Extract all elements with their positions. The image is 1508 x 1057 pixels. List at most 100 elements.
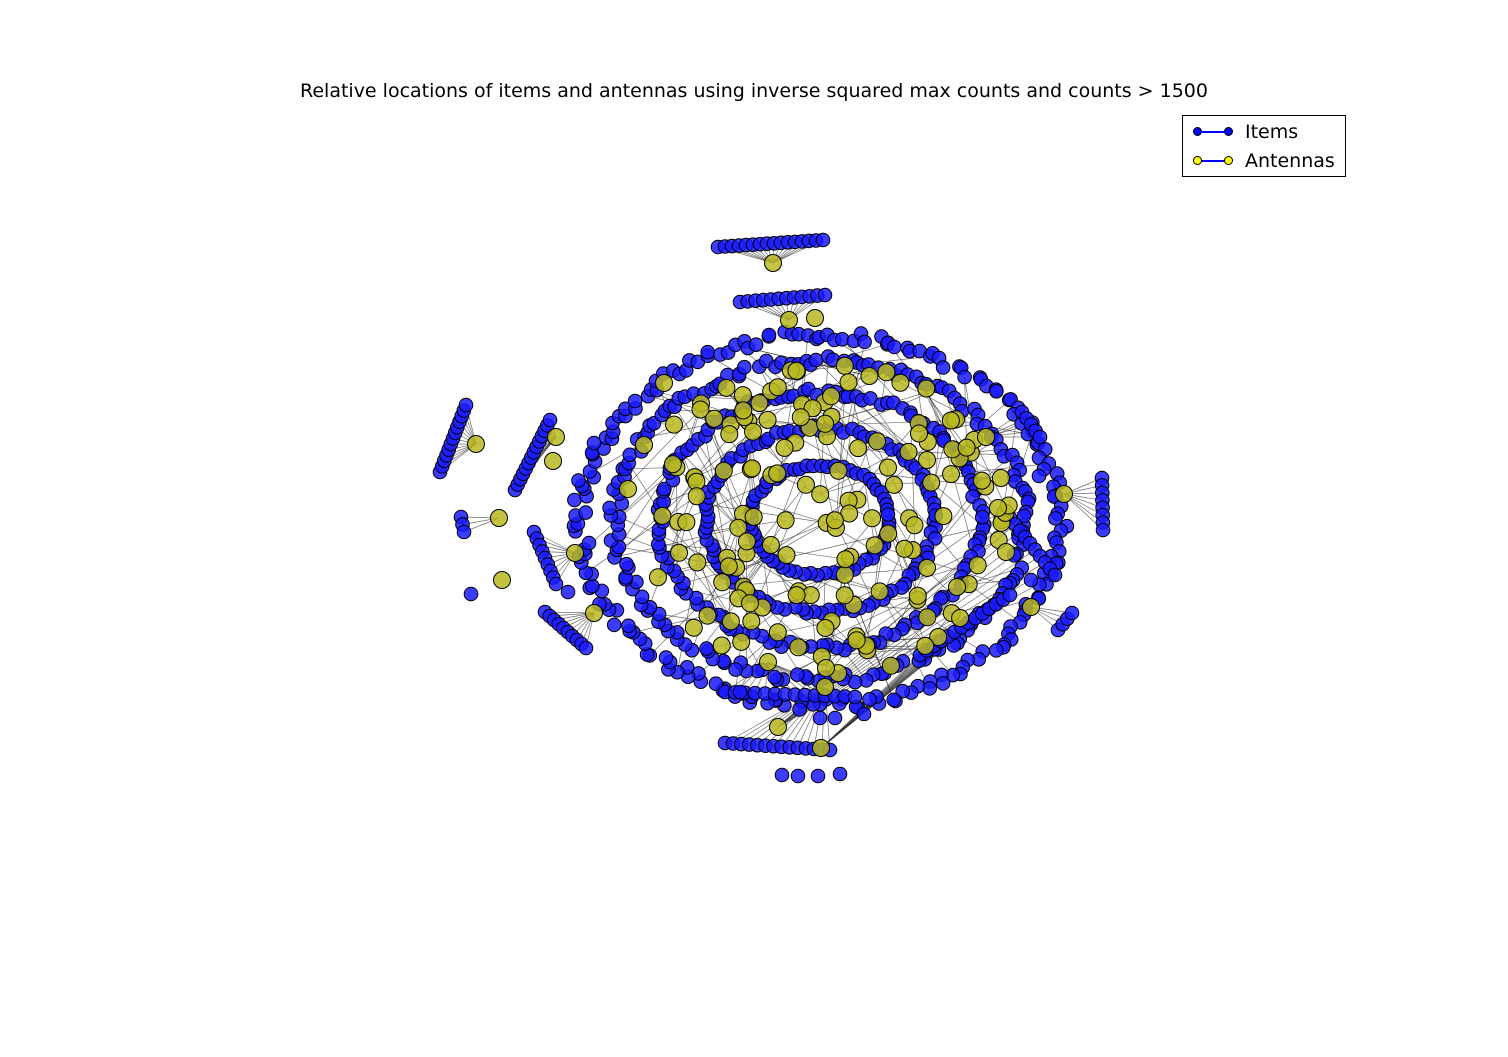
antenna-node [1022, 598, 1040, 616]
item-node [767, 669, 782, 685]
antenna-node [585, 604, 603, 622]
antenna-node [733, 386, 752, 405]
item-node [458, 397, 474, 413]
antenna-node [787, 586, 806, 605]
item-node [602, 500, 617, 516]
antenna-node [847, 631, 866, 650]
edge [770, 468, 800, 546]
antenna-node [758, 410, 777, 429]
item-node [886, 692, 902, 708]
item-node [581, 535, 597, 551]
items-marker-icon [1191, 121, 1235, 143]
edge [900, 382, 986, 427]
antenna-node [787, 361, 806, 380]
antenna-node [895, 539, 914, 558]
antenna-node [816, 619, 835, 637]
edge [879, 591, 931, 689]
item-node [856, 706, 872, 722]
antenna-node [835, 586, 854, 605]
antenna-node [670, 543, 688, 562]
antenna-node [941, 411, 960, 430]
item-node [761, 327, 777, 343]
item-node [578, 505, 594, 520]
legend-label-items: Items [1245, 121, 1299, 143]
antenna-node [879, 524, 898, 543]
item-node [1064, 605, 1080, 621]
antenna-node [734, 401, 753, 420]
antenna-node [742, 612, 761, 631]
item-node [832, 766, 848, 782]
antenna-node [769, 718, 787, 736]
item-node [586, 435, 602, 451]
antenna-node [817, 659, 835, 677]
antenna-node [761, 536, 780, 554]
edge [705, 436, 730, 567]
item-node [606, 617, 622, 633]
item-node [621, 618, 636, 634]
edge [705, 504, 827, 524]
antenna-node [836, 550, 855, 569]
item-node [887, 339, 902, 355]
item-node [658, 650, 674, 665]
edge [583, 467, 677, 550]
antenna-node [868, 432, 886, 451]
antenna-node [806, 309, 824, 327]
item-node [656, 481, 672, 497]
item-node [880, 507, 896, 522]
antenna-node [744, 507, 763, 526]
edge [779, 370, 797, 477]
antenna-node [721, 612, 740, 631]
antenna-node [812, 739, 830, 757]
item-node [1095, 522, 1111, 538]
edge [618, 409, 701, 494]
antenna-node [467, 435, 485, 453]
antenna-node [789, 638, 808, 657]
item-node [792, 702, 807, 717]
figure-title: Relative locations of items and antennas… [300, 80, 1208, 102]
antenna-node [997, 543, 1015, 561]
antenna-node [977, 428, 995, 446]
item-node [560, 584, 576, 600]
antenna-node [729, 518, 748, 537]
item-node [732, 684, 748, 700]
item-node [456, 524, 472, 540]
antenna-node [829, 461, 848, 480]
item-node [812, 710, 828, 726]
item-node [895, 683, 911, 699]
item-node [1047, 567, 1063, 583]
item-node [542, 412, 558, 428]
legend-entry-antennas: Antennas [1191, 150, 1335, 172]
antenna-node [884, 475, 903, 494]
item-node [619, 556, 634, 572]
legend: Items Antennas [1182, 115, 1346, 177]
antenna-node [881, 656, 900, 675]
antenna-node [547, 428, 565, 446]
antenna-node [687, 487, 706, 506]
legend-label-antennas: Antennas [1245, 150, 1335, 172]
antenna-node [825, 511, 844, 530]
antenna-node [493, 571, 511, 589]
item-node [1002, 587, 1018, 603]
antenna-node [957, 438, 976, 457]
antenna-node [816, 678, 834, 696]
antenna-node [822, 387, 841, 406]
antenna-node [768, 464, 787, 483]
antenna-node [849, 439, 868, 458]
antenna-node [863, 509, 882, 528]
antenna-node [712, 636, 731, 655]
item-node [1032, 429, 1048, 445]
antenna-node [684, 618, 703, 637]
antenna-node [910, 424, 928, 443]
item-node [935, 676, 951, 691]
antenna-node [777, 546, 796, 565]
antenna-node [713, 573, 732, 592]
antenna-node [899, 442, 918, 461]
antenna-node [544, 452, 562, 470]
antenna-node [918, 558, 936, 577]
antenna-node [741, 594, 759, 613]
antenna-node [649, 568, 667, 587]
antenna-node [619, 480, 637, 498]
legend-entry-items: Items [1191, 121, 1298, 143]
item-node [808, 352, 824, 368]
